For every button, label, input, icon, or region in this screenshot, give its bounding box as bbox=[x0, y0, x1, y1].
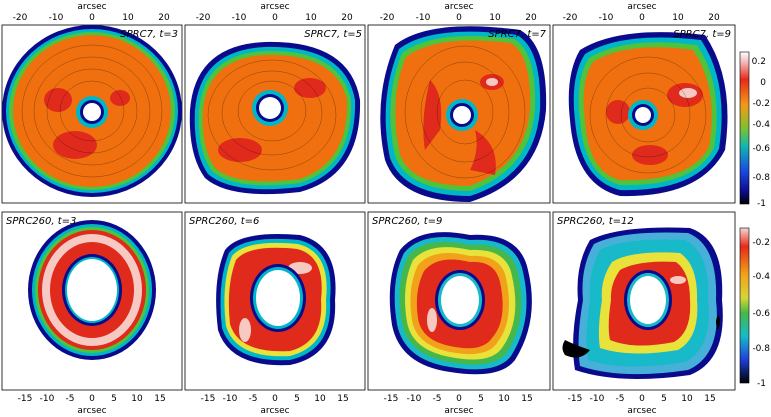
bot-tick-p2-0: -15 bbox=[201, 394, 216, 404]
top-tick-p1-c: 0 bbox=[89, 13, 95, 23]
bottom-axis-label-4: arcsec bbox=[627, 406, 656, 416]
top-cb-tick-2: -0.2 bbox=[752, 99, 770, 109]
bot-tick-p2-6: 15 bbox=[337, 394, 348, 404]
top-tick-p4-e: 20 bbox=[708, 13, 720, 23]
bot-tick-p3-2: -5 bbox=[433, 394, 442, 404]
bot-tick-p1-1: -10 bbox=[40, 394, 55, 404]
bottom-cb-tick-1: -0.4 bbox=[752, 272, 770, 282]
bot-tick-p4-1: -10 bbox=[590, 394, 605, 404]
bot-tick-p4-3: 0 bbox=[639, 394, 645, 404]
top-panel-4-title: SPRC7, t=9 bbox=[673, 29, 731, 40]
bottom-panel-3: SPRC260, t=9 bbox=[367, 211, 551, 391]
top-cb-tick-0: 0.2 bbox=[752, 57, 766, 67]
bot-tick-p1-3: 0 bbox=[89, 394, 95, 404]
top-tick-p3-d: 10 bbox=[489, 13, 501, 23]
top-tick-p1-a: -20 bbox=[13, 13, 28, 23]
top-axis-label-4: arcsec bbox=[627, 2, 656, 12]
top-axis-label-2: arcsec bbox=[260, 2, 289, 12]
bottom-axis-label-1: arcsec bbox=[77, 406, 106, 416]
bot-tick-p4-5: 10 bbox=[681, 394, 693, 404]
top-panel-2: SPRC7, t=5 bbox=[184, 24, 366, 204]
top-tick-p4-b: -10 bbox=[599, 13, 614, 23]
top-panel-2-title: SPRC7, t=5 bbox=[304, 29, 362, 40]
top-cb-tick-5: -0.8 bbox=[752, 173, 770, 183]
bot-tick-p2-2: -5 bbox=[249, 394, 258, 404]
bot-tick-p1-2: -5 bbox=[66, 394, 75, 404]
top-panel-3: SPRC7, t=7 bbox=[367, 24, 551, 204]
bottom-panel-2: SPRC260, t=6 bbox=[184, 211, 366, 391]
top-tick-p3-c: 0 bbox=[456, 13, 462, 23]
top-cb-tick-3: -0.4 bbox=[752, 120, 770, 130]
bot-tick-p1-6: 15 bbox=[154, 394, 165, 404]
bot-tick-p3-0: -15 bbox=[384, 394, 399, 404]
top-panel-1-title: SPRC7, t=3 bbox=[120, 29, 178, 40]
bottom-cb-tick-2: -0.6 bbox=[752, 309, 770, 319]
top-panel-3-title: SPRC7, t=7 bbox=[488, 29, 546, 40]
bottom-panel-1: SPRC260, t=3 bbox=[1, 211, 183, 391]
bottom-panel-1-title: SPRC260, t=3 bbox=[6, 216, 76, 227]
bottom-cb-tick-4: -1 bbox=[757, 379, 766, 389]
bot-tick-p1-0: -15 bbox=[18, 394, 33, 404]
bot-tick-p4-6: 15 bbox=[704, 394, 715, 404]
top-tick-p3-a: -20 bbox=[380, 13, 395, 23]
top-tick-p2-d: 10 bbox=[305, 13, 317, 23]
bot-tick-p2-1: -10 bbox=[223, 394, 238, 404]
top-tick-p4-d: 10 bbox=[672, 13, 684, 23]
bottom-panel-3-title: SPRC260, t=9 bbox=[372, 216, 442, 227]
bot-tick-p3-6: 15 bbox=[521, 394, 532, 404]
top-tick-p3-e: 20 bbox=[525, 13, 537, 23]
top-cb-tick-1: 0 bbox=[760, 78, 766, 88]
bot-tick-p3-1: -10 bbox=[407, 394, 422, 404]
bot-tick-p3-3: 0 bbox=[456, 394, 462, 404]
top-tick-p3-b: -10 bbox=[416, 13, 431, 23]
bottom-row: SPRC260, t=3 SPRC260, t=6 bbox=[1, 211, 770, 416]
top-tick-p2-e: 20 bbox=[341, 13, 353, 23]
bot-tick-p2-3: 0 bbox=[272, 394, 278, 404]
bot-tick-p2-5: 10 bbox=[314, 394, 326, 404]
top-panel-1: SPRC7, t=3 bbox=[1, 24, 183, 204]
bottom-cb-tick-0: -0.2 bbox=[752, 238, 770, 248]
top-tick-p1-d: 10 bbox=[122, 13, 134, 23]
top-tick-p1-e: 20 bbox=[158, 13, 170, 23]
bottom-panel-2-title: SPRC260, t=6 bbox=[189, 216, 259, 227]
bot-tick-p3-4: 5 bbox=[478, 394, 484, 404]
top-cb-tick-4: -0.6 bbox=[752, 144, 770, 154]
bottom-axis-label-2: arcsec bbox=[260, 406, 289, 416]
bottom-x-ticks: -15 -10 -5 0 5 10 15 -15 -10 -5 0 5 10 1… bbox=[18, 394, 716, 404]
bot-tick-p1-4: 5 bbox=[111, 394, 117, 404]
top-tick-p2-c: 0 bbox=[272, 13, 278, 23]
bottom-panel-4: SPRC260, t=12 bbox=[552, 211, 736, 391]
top-tick-p4-a: -20 bbox=[563, 13, 578, 23]
top-tick-p2-b: -10 bbox=[232, 13, 247, 23]
bot-tick-p4-0: -15 bbox=[568, 394, 583, 404]
bot-tick-p2-4: 5 bbox=[294, 394, 300, 404]
top-tick-p1-b: -10 bbox=[49, 13, 64, 23]
top-axis-label-1: arcsec bbox=[77, 2, 106, 12]
bot-tick-p3-5: 10 bbox=[498, 394, 510, 404]
top-tick-p4-c: 0 bbox=[639, 13, 645, 23]
bot-tick-p1-5: 10 bbox=[131, 394, 143, 404]
bot-tick-p4-4: 5 bbox=[661, 394, 667, 404]
top-panel-4: SPRC7, t=9 bbox=[552, 24, 736, 204]
bottom-axis-label-3: arcsec bbox=[444, 406, 473, 416]
bottom-colorbar: -0.2 -0.4 -0.6 -0.8 -1 bbox=[739, 227, 770, 389]
top-tick-p2-a: -20 bbox=[196, 13, 211, 23]
bot-tick-p4-2: -5 bbox=[616, 394, 625, 404]
top-colorbar: 0.2 0 -0.2 -0.4 -0.6 -0.8 -1 bbox=[739, 51, 770, 209]
top-axis-label-3: arcsec bbox=[444, 2, 473, 12]
top-x-ticks: -20 -10 0 10 20 -20 -10 0 10 20 -20 -10 … bbox=[13, 13, 720, 23]
bottom-panel-4-title: SPRC260, t=12 bbox=[557, 216, 634, 227]
top-row: arcsec arcsec arcsec arcsec SPRC7, t=3 bbox=[1, 2, 770, 209]
top-cb-tick-6: -1 bbox=[757, 199, 766, 209]
bottom-cb-tick-3: -0.8 bbox=[752, 344, 770, 354]
